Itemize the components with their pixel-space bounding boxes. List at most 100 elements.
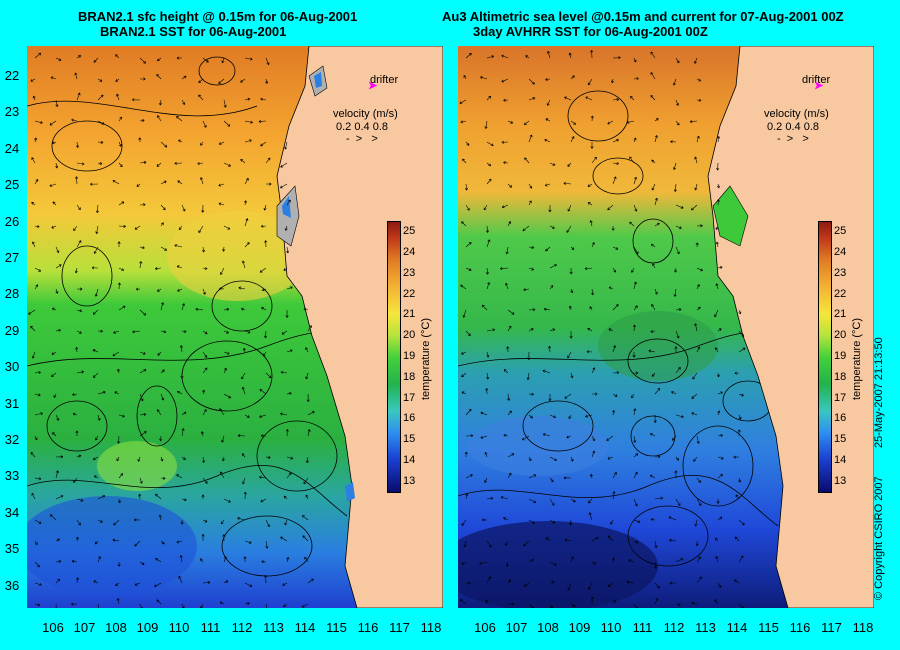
current-arrow <box>612 267 617 273</box>
current-arrow <box>715 347 719 353</box>
longitude-label: 108 <box>105 620 127 635</box>
current-arrow <box>181 456 186 460</box>
current-arrow <box>461 561 467 565</box>
latitude-label: 33 <box>4 468 20 484</box>
current-arrow <box>198 94 204 101</box>
current-arrow <box>202 288 206 295</box>
current-arrow <box>53 393 57 398</box>
current-arrow <box>198 225 204 233</box>
current-arrow <box>486 95 492 101</box>
current-arrow <box>134 582 141 586</box>
colorbar-tick-label: 17 <box>834 391 847 404</box>
current-arrow <box>240 158 246 164</box>
current-arrow <box>202 330 208 335</box>
current-arrow <box>34 284 39 290</box>
longitude-label: 117 <box>821 620 842 635</box>
current-arrow <box>160 246 168 251</box>
current-arrow <box>241 386 246 395</box>
current-arrow <box>280 536 288 542</box>
current-arrow <box>139 412 147 417</box>
current-arrow <box>49 183 57 187</box>
longitude-label: 114 <box>726 620 748 635</box>
current-arrow <box>650 518 656 522</box>
current-arrow <box>525 55 530 59</box>
current-arrow <box>222 534 226 542</box>
current-arrow <box>178 225 183 230</box>
current-arrow <box>715 241 719 248</box>
colorbar-tick-label: 18 <box>834 370 847 383</box>
colorbar-tick-label: 15 <box>834 433 847 446</box>
current-arrow <box>174 244 183 248</box>
current-arrow <box>527 351 531 360</box>
current-arrow <box>301 603 309 608</box>
current-arrow <box>139 351 146 355</box>
current-arrow <box>526 372 530 380</box>
current-arrow <box>612 410 616 416</box>
current-arrow <box>218 183 225 187</box>
current-arrow <box>465 581 471 585</box>
velocity-label-right: velocity (m/s) <box>764 108 829 120</box>
current-arrow <box>570 246 575 250</box>
current-arrow <box>523 288 530 292</box>
right-title-line1: Au3 Altimetric sea level @0.15m and curr… <box>442 9 844 24</box>
current-arrow <box>486 351 490 358</box>
current-arrow <box>220 519 225 525</box>
current-arrow <box>486 282 491 290</box>
current-arrow <box>545 246 551 252</box>
current-arrow <box>528 96 536 101</box>
colorbar-tick-label: 19 <box>403 350 416 362</box>
current-arrow <box>671 391 677 395</box>
current-arrow <box>528 308 536 312</box>
current-arrow <box>139 246 145 250</box>
current-arrow <box>567 162 572 167</box>
current-arrow <box>630 95 635 101</box>
current-arrow <box>480 76 488 80</box>
current-arrow <box>694 183 698 191</box>
colorbar-tick-label: 14 <box>834 453 847 466</box>
current-arrow <box>223 120 231 127</box>
current-arrow <box>633 408 637 416</box>
current-arrow <box>691 204 698 211</box>
current-arrow <box>528 134 533 143</box>
current-arrow <box>589 220 593 227</box>
current-arrow <box>507 453 515 458</box>
current-arrow <box>673 288 677 297</box>
current-arrow <box>286 246 290 254</box>
current-arrow <box>563 476 572 480</box>
current-arrow <box>265 78 269 84</box>
current-arrow <box>570 556 574 563</box>
current-arrow <box>55 264 62 269</box>
velocity-arrows-right: - > > <box>777 133 809 145</box>
current-arrow <box>714 309 719 318</box>
current-arrow <box>528 519 535 524</box>
current-arrow <box>672 435 677 441</box>
current-arrow <box>76 330 82 334</box>
colorbar-tick-label: 19 <box>834 350 847 362</box>
current-arrow <box>49 514 57 521</box>
current-arrow <box>31 492 36 500</box>
current-arrow <box>717 456 724 460</box>
current-arrow <box>237 434 246 438</box>
current-arrow <box>694 57 698 64</box>
current-arrow <box>134 225 141 230</box>
current-arrow <box>590 141 594 149</box>
current-arrow <box>629 221 635 227</box>
current-arrow <box>131 98 141 102</box>
current-arrow <box>264 330 268 339</box>
current-arrow <box>528 267 535 271</box>
current-arrow <box>55 578 61 584</box>
velocity-arrows-left: - > > <box>346 133 378 145</box>
current-arrow <box>202 267 208 271</box>
current-arrow <box>591 367 596 374</box>
current-arrow <box>93 57 99 63</box>
current-arrow <box>633 246 639 255</box>
current-arrow <box>587 78 593 86</box>
current-arrow <box>265 182 272 186</box>
current-arrow <box>154 582 162 588</box>
current-arrow <box>483 204 488 211</box>
current-arrow <box>654 197 658 206</box>
current-arrow <box>507 410 512 416</box>
current-arrow <box>76 309 83 313</box>
current-arrow <box>465 434 474 438</box>
current-arrow <box>244 139 252 143</box>
